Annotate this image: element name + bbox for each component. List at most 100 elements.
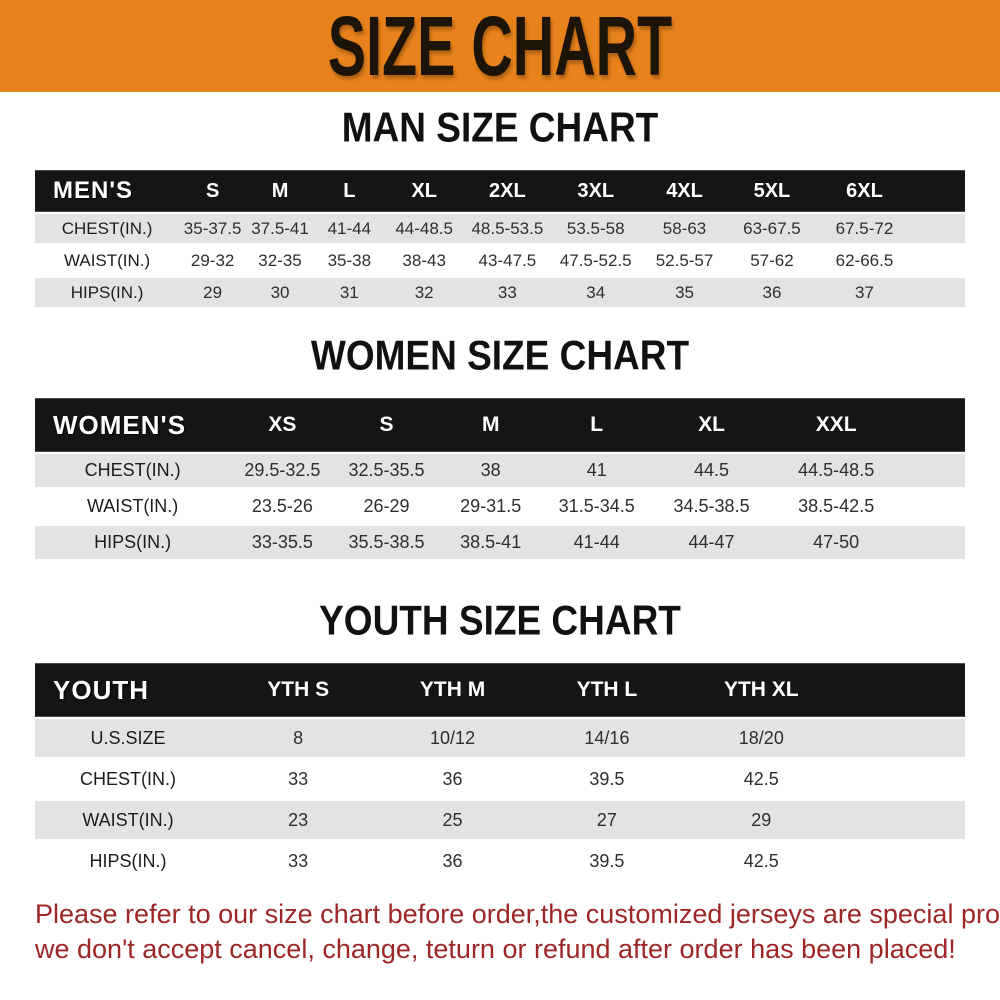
size-value: 26-29 <box>334 490 439 523</box>
column-header: S <box>179 171 247 211</box>
size-value: 42.5 <box>684 760 839 798</box>
youth-size-chart-table: YOUTH YTH S YTH M YTH L YTH XL U.S.SIZE 8 10/12… <box>35 661 965 883</box>
filler-cell <box>913 278 965 307</box>
size-value: 10/12 <box>375 719 530 757</box>
table-row: HIPS(IN.) 29 30 31 32 33 34 35 36 37 <box>35 278 965 307</box>
size-value: 32.5-35.5 <box>334 454 439 487</box>
size-value: 36 <box>375 760 530 798</box>
size-value: 47-50 <box>772 526 900 559</box>
size-value: 36 <box>728 278 816 307</box>
table-row: WAIST(IN.) 23.5-26 26-29 29-31.5 31.5-34.5 34… <box>35 490 965 523</box>
size-value: 41-44 <box>542 526 651 559</box>
row-label: CHEST(IN.) <box>35 214 180 243</box>
size-value: 38 <box>438 454 543 487</box>
table-header-row: YOUTH YTH S YTH M YTH L YTH XL <box>35 664 965 716</box>
size-value: 31.5-34.5 <box>542 490 651 523</box>
size-value: 37.5-41 <box>246 214 314 243</box>
size-value: 35-38 <box>313 246 385 275</box>
size-value: 58-63 <box>640 214 729 243</box>
table-row: WAIST(IN.) 29-32 32-35 35-38 38-43 43-47.5 47.… <box>35 246 965 275</box>
column-header: 4XL <box>640 171 729 211</box>
filler-cell <box>913 246 965 275</box>
section-youth-size-chart: YOUTH SIZE CHART YOUTH YTH S YTH M YTH L YTH … <box>0 597 1000 883</box>
size-value: 33 <box>463 278 552 307</box>
column-header: 2XL <box>463 171 552 211</box>
filler-cell <box>838 842 965 880</box>
filler-cell <box>838 801 965 839</box>
row-label: WAIST(IN.) <box>35 801 221 839</box>
size-value: 35.5-38.5 <box>334 526 439 559</box>
column-header: XXL <box>772 399 900 451</box>
column-header: M <box>438 399 543 451</box>
size-value: 41-44 <box>313 214 385 243</box>
size-value: 31 <box>313 278 385 307</box>
size-value: 33 <box>221 842 376 880</box>
column-header: S <box>334 399 439 451</box>
section-heading: YOUTH SIZE CHART <box>319 597 681 644</box>
size-value: 39.5 <box>529 760 685 798</box>
size-value: 53.5-58 <box>551 214 641 243</box>
column-header: L <box>542 399 651 451</box>
column-header: 5XL <box>728 171 816 211</box>
size-value: 32 <box>384 278 464 307</box>
column-header: XS <box>230 399 335 451</box>
section-man-size-chart: MAN SIZE CHART MEN'S S M L XL 2XL 3XL 4XL 5XL 6XL C… <box>0 104 1000 310</box>
filler-cell <box>838 719 965 757</box>
filler-cell <box>913 214 965 243</box>
filler-cell <box>899 454 965 487</box>
section-women-size-chart: WOMEN SIZE CHART WOMEN'S XS S M L XL XXL CHEST(I… <box>0 332 1000 562</box>
footer-note: Please refer to our size chart before or… <box>35 897 1000 966</box>
size-value: 29.5-32.5 <box>230 454 335 487</box>
size-value: 27 <box>529 801 685 839</box>
column-header: 6XL <box>815 171 914 211</box>
size-value: 23 <box>221 801 376 839</box>
size-value: 29-32 <box>179 246 247 275</box>
filler-cell <box>899 526 965 559</box>
table-row: U.S.SIZE 8 10/12 14/16 18/20 <box>35 719 965 757</box>
size-value: 38.5-41 <box>438 526 543 559</box>
row-label: HIPS(IN.) <box>35 278 180 307</box>
section-heading: WOMEN SIZE CHART <box>310 332 690 379</box>
table-row: CHEST(IN.) 29.5-32.5 32.5-35.5 38 41 44.5 44.5… <box>35 454 965 487</box>
size-value: 29 <box>179 278 247 307</box>
size-value: 35-37.5 <box>179 214 247 243</box>
size-value: 38-43 <box>384 246 464 275</box>
table-row: HIPS(IN.) 33 36 39.5 42.5 <box>35 842 965 880</box>
banner: SIZE CHART <box>0 0 1000 93</box>
column-header: 3XL <box>551 171 641 211</box>
size-value: 34.5-38.5 <box>650 490 773 523</box>
size-value: 42.5 <box>684 842 839 880</box>
column-header: YTH L <box>529 664 685 716</box>
table-row: WAIST(IN.) 23 25 27 29 <box>35 801 965 839</box>
filler-cell <box>913 171 965 211</box>
row-label: CHEST(IN.) <box>35 454 231 487</box>
column-header: M <box>246 171 314 211</box>
banner-title: SIZE CHART <box>327 0 673 93</box>
footer-line-1: Please refer to our size chart before or… <box>35 899 1000 929</box>
size-value: 44-48.5 <box>384 214 464 243</box>
filler-cell <box>838 664 965 716</box>
table-corner-label: MEN'S <box>35 171 180 211</box>
row-label: WAIST(IN.) <box>35 246 180 275</box>
table-row: CHEST(IN.) 33 36 39.5 42.5 <box>35 760 965 798</box>
row-label: WAIST(IN.) <box>35 490 231 523</box>
size-value: 33 <box>221 760 376 798</box>
size-value: 62-66.5 <box>815 246 914 275</box>
filler-cell <box>838 760 965 798</box>
size-value: 37 <box>815 278 914 307</box>
size-value: 57-62 <box>728 246 816 275</box>
row-label: CHEST(IN.) <box>35 760 221 798</box>
table-corner-label: WOMEN'S <box>35 399 231 451</box>
column-header: YTH M <box>375 664 530 716</box>
table-row: CHEST(IN.) 35-37.5 37.5-41 41-44 44-48.5 48.5… <box>35 214 965 243</box>
size-value: 32-35 <box>246 246 314 275</box>
size-value: 52.5-57 <box>640 246 729 275</box>
size-value: 14/16 <box>529 719 685 757</box>
size-value: 33-35.5 <box>230 526 335 559</box>
filler-cell <box>899 399 965 451</box>
row-label: U.S.SIZE <box>35 719 221 757</box>
size-value: 48.5-53.5 <box>463 214 552 243</box>
size-value: 30 <box>246 278 314 307</box>
size-value: 34 <box>551 278 641 307</box>
footer-line-2: we don't accept cancel, change, teturn o… <box>35 933 956 964</box>
